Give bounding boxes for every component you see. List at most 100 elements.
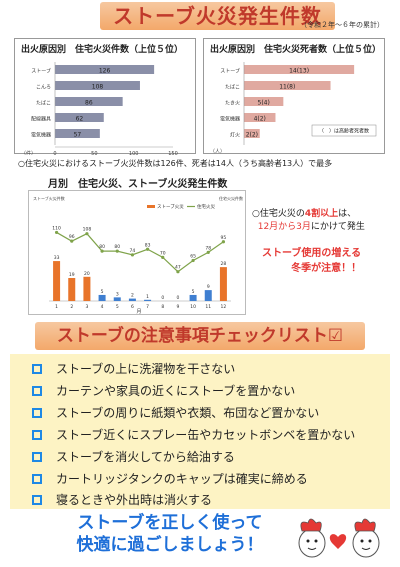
bar: [55, 113, 104, 122]
bar: [53, 261, 61, 301]
line-value-label: 47: [175, 265, 181, 271]
x-tick-label: 2: [70, 304, 73, 310]
tick-label: 100: [129, 151, 139, 155]
heart-icon: [329, 534, 347, 549]
bar: [244, 129, 260, 138]
line-value-label: 95: [221, 235, 227, 241]
data-label: 126: [99, 68, 111, 75]
checkbox-icon[interactable]: [32, 473, 42, 484]
y-right-label: 住宅火災件数: [219, 195, 243, 201]
monthly-heading: 月別 住宅火災、ストーブ火災発生件数: [48, 179, 228, 190]
data-label: 14(13): [289, 68, 309, 75]
legend-box: [311, 124, 377, 137]
summary-line: ○住宅火災におけるストーブ火災件数は126件、死者は14人（うち高齢者13人）で…: [18, 158, 332, 169]
bar-value-label: 0: [161, 295, 164, 301]
data-label: 108: [92, 84, 104, 91]
causes-chart-panel: 出火原因別 住宅火災件数（上位５位） ストーブ 126 こんろ 108 たばこ 86 配線器…: [14, 38, 196, 155]
series-line: [56, 231, 224, 273]
legend-swatch: [147, 205, 155, 208]
monthly-chart-panel: ストーブ火災件数 住宅火災件数 ストーブ火災 住宅火災 33 1 19 2 20 3 5 4 3 5 2 6 1…: [28, 190, 246, 315]
causes-chart: ストーブ 126 こんろ 108 たばこ 86 配線器具 62 電気機器 57 0 50 100 150 （…: [21, 62, 178, 155]
category-label: 配線器具: [31, 116, 51, 123]
bar: [55, 65, 155, 74]
line-point: [145, 247, 150, 251]
x-tick-label: 8: [161, 304, 164, 310]
footer-line1: ストーブを正しく使って: [77, 513, 263, 533]
deaths-chart-panel: 出火原因別 住宅火災死者数（上位５位） ストーブ 14(13) たばこ 11(8) たき…: [203, 38, 385, 155]
checklist-item-label: ストーブ近くにスプレー缶やカセットボンベを置かない: [56, 428, 356, 442]
x-tick-label: 6: [131, 304, 134, 310]
category-label: ストーブ: [31, 68, 51, 75]
x-tick-label: 7: [146, 304, 149, 310]
x-tick-label: 1: [55, 304, 58, 310]
line-value-label: 83: [145, 242, 151, 248]
tick-label: 50: [91, 151, 97, 155]
bar-value-label: 1: [146, 294, 149, 300]
footer-line2: 快適に過ごしましょう！: [76, 535, 264, 555]
line-point: [70, 239, 74, 243]
category-label: たばこ: [225, 84, 240, 91]
bar-value-label: 9: [207, 284, 210, 290]
note-prefix: ○住宅火災の: [252, 209, 305, 219]
unit-label: （件）: [21, 150, 36, 155]
legend-label: ストーブ火災: [157, 203, 184, 210]
x-tick-label: 12: [221, 304, 227, 310]
legend-label: 住宅火災: [197, 203, 215, 210]
bar-value-label: 2: [131, 293, 134, 299]
checkbox-icon[interactable]: [32, 451, 42, 462]
x-axis-label: 月: [136, 309, 141, 315]
bar: [244, 113, 276, 122]
footer-message: ストーブを正しく使って 快適に過ごしましょう！: [20, 512, 320, 556]
line-value-label: 78: [205, 245, 211, 251]
checkbox-icon[interactable]: [32, 429, 42, 440]
mascot-right: [352, 518, 380, 558]
category-label: ストーブ: [220, 68, 240, 75]
checklist-item: ストーブを消火してから給油する: [32, 448, 235, 465]
tick-label: 0: [53, 151, 56, 155]
bar-value-label: 33: [54, 255, 60, 261]
deaths-chart-title: 出火原因別 住宅火災死者数（上位５位）: [210, 45, 382, 55]
note-months: 12月から3月: [257, 222, 311, 232]
tick-label: 150: [168, 151, 178, 155]
bar-value-label: 28: [221, 261, 227, 267]
bar: [113, 297, 121, 301]
data-label: 2(2): [246, 132, 258, 139]
line-point: [85, 232, 89, 236]
note-suffix: は、: [338, 209, 357, 219]
line-point: [221, 240, 226, 244]
checklist-item-label: カートリッジタンクのキャップは確実に締める: [56, 472, 308, 486]
bar: [55, 81, 140, 90]
bar: [55, 97, 123, 106]
checkbox-icon[interactable]: [32, 407, 42, 418]
line-point: [100, 249, 104, 253]
bar-value-label: 5: [192, 289, 195, 295]
bar-value-label: 3: [116, 291, 119, 297]
checklist-item-label: ストーブの上に洗濯物を干さない: [56, 362, 236, 376]
line-point: [176, 270, 180, 274]
checkbox-icon[interactable]: [32, 363, 42, 374]
bar: [83, 276, 91, 301]
winter-warning: ストーブ使用の増える 冬季が注意！！: [262, 246, 361, 276]
bar: [189, 294, 197, 301]
bar: [144, 299, 152, 301]
line-value-label: 65: [190, 253, 196, 259]
period-note: （令和２年～６年の累計）: [300, 21, 384, 29]
checklist-item: ストーブの周りに紙類や衣類、布団など置かない: [32, 404, 319, 421]
category-label: 電気機器: [220, 116, 240, 123]
line-value-label: 108: [83, 227, 92, 233]
line-value-label: 96: [69, 234, 75, 240]
category-label: たばこ: [36, 100, 51, 107]
checklist-item-label: ストーブを消火してから給油する: [56, 450, 235, 464]
checklist-item: ストーブの上に洗濯物を干さない: [32, 360, 235, 377]
bar: [204, 290, 212, 301]
bar-value-label: 19: [69, 272, 75, 278]
checklist-item-label: ストーブの周りに紙類や衣類、布団など置かない: [56, 406, 320, 420]
checkbox-icon[interactable]: [32, 385, 42, 396]
mascot-left: [298, 518, 326, 558]
bar: [128, 298, 136, 301]
line-point: [115, 249, 119, 253]
checklist-item: カーテンや家具の近くにストーブを置かない: [32, 382, 295, 399]
line-value-label: 80: [99, 244, 105, 250]
checkbox-icon[interactable]: [32, 494, 42, 505]
